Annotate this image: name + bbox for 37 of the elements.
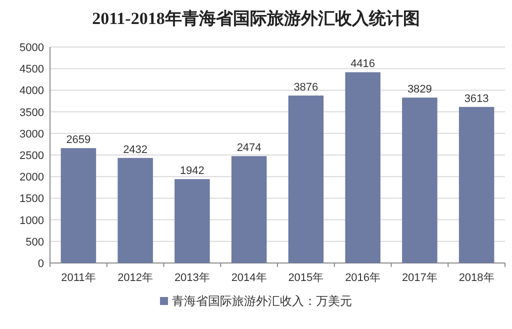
bar — [231, 156, 267, 263]
y-tick-label: 5000 — [20, 42, 44, 54]
chart-title: 2011-2018年青海省国际旅游外汇收入统计图 — [92, 9, 420, 28]
data-label: 2659 — [66, 134, 91, 146]
data-label: 4416 — [350, 58, 376, 70]
bar — [174, 179, 210, 263]
bar — [60, 148, 96, 263]
bar — [458, 106, 494, 263]
y-tick-label: 500 — [26, 236, 44, 248]
x-tick-label: 2018年 — [458, 272, 494, 284]
y-tick-label: 1500 — [20, 193, 44, 206]
y-tick-label: 3500 — [20, 106, 44, 119]
x-tick-label: 2013年 — [174, 272, 210, 284]
y-tick-label: 2500 — [20, 150, 44, 162]
y-tick-label: 3000 — [20, 128, 44, 140]
legend-label: 青海省国际旅游外汇收入：万美元 — [172, 294, 352, 308]
bar — [118, 158, 153, 263]
bar — [402, 98, 438, 263]
bar — [345, 72, 380, 263]
x-tick-label: 2014年 — [231, 272, 267, 284]
data-label: 3829 — [407, 84, 432, 96]
x-tick-label: 2017年 — [402, 272, 438, 284]
y-tick-label: 4000 — [20, 85, 44, 98]
y-tick-label: 4500 — [20, 64, 44, 76]
data-label: 1942 — [180, 165, 204, 178]
x-tick-label: 2015年 — [288, 272, 324, 284]
data-label: 2432 — [123, 144, 148, 156]
y-tick-label: 1000 — [20, 214, 44, 227]
data-label: 2474 — [236, 142, 262, 154]
x-tick-label: 2012年 — [118, 272, 154, 284]
data-label: 3613 — [464, 92, 489, 105]
data-label: 3876 — [294, 82, 318, 94]
y-tick-label: 0 — [38, 258, 44, 270]
x-tick-label: 2016年 — [345, 272, 381, 284]
x-tick-label: 2011年 — [61, 272, 96, 284]
bar — [288, 96, 324, 263]
y-tick-label: 2000 — [20, 172, 44, 184]
